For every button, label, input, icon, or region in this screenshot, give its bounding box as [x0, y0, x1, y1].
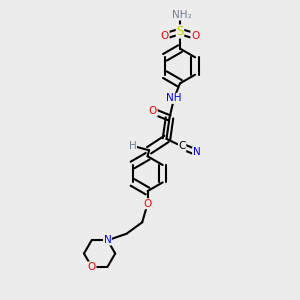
Text: O: O: [88, 262, 96, 272]
Text: O: O: [161, 31, 169, 41]
Text: O: O: [149, 106, 157, 116]
Text: ₂: ₂: [188, 11, 191, 20]
Text: O: O: [191, 31, 199, 41]
Text: NH: NH: [172, 10, 188, 20]
Text: NH: NH: [166, 93, 182, 103]
Text: N: N: [193, 147, 200, 158]
Text: N: N: [103, 235, 111, 245]
Text: C: C: [178, 141, 186, 152]
Text: O: O: [143, 199, 152, 209]
Text: H: H: [129, 141, 136, 151]
Text: S: S: [176, 25, 184, 38]
